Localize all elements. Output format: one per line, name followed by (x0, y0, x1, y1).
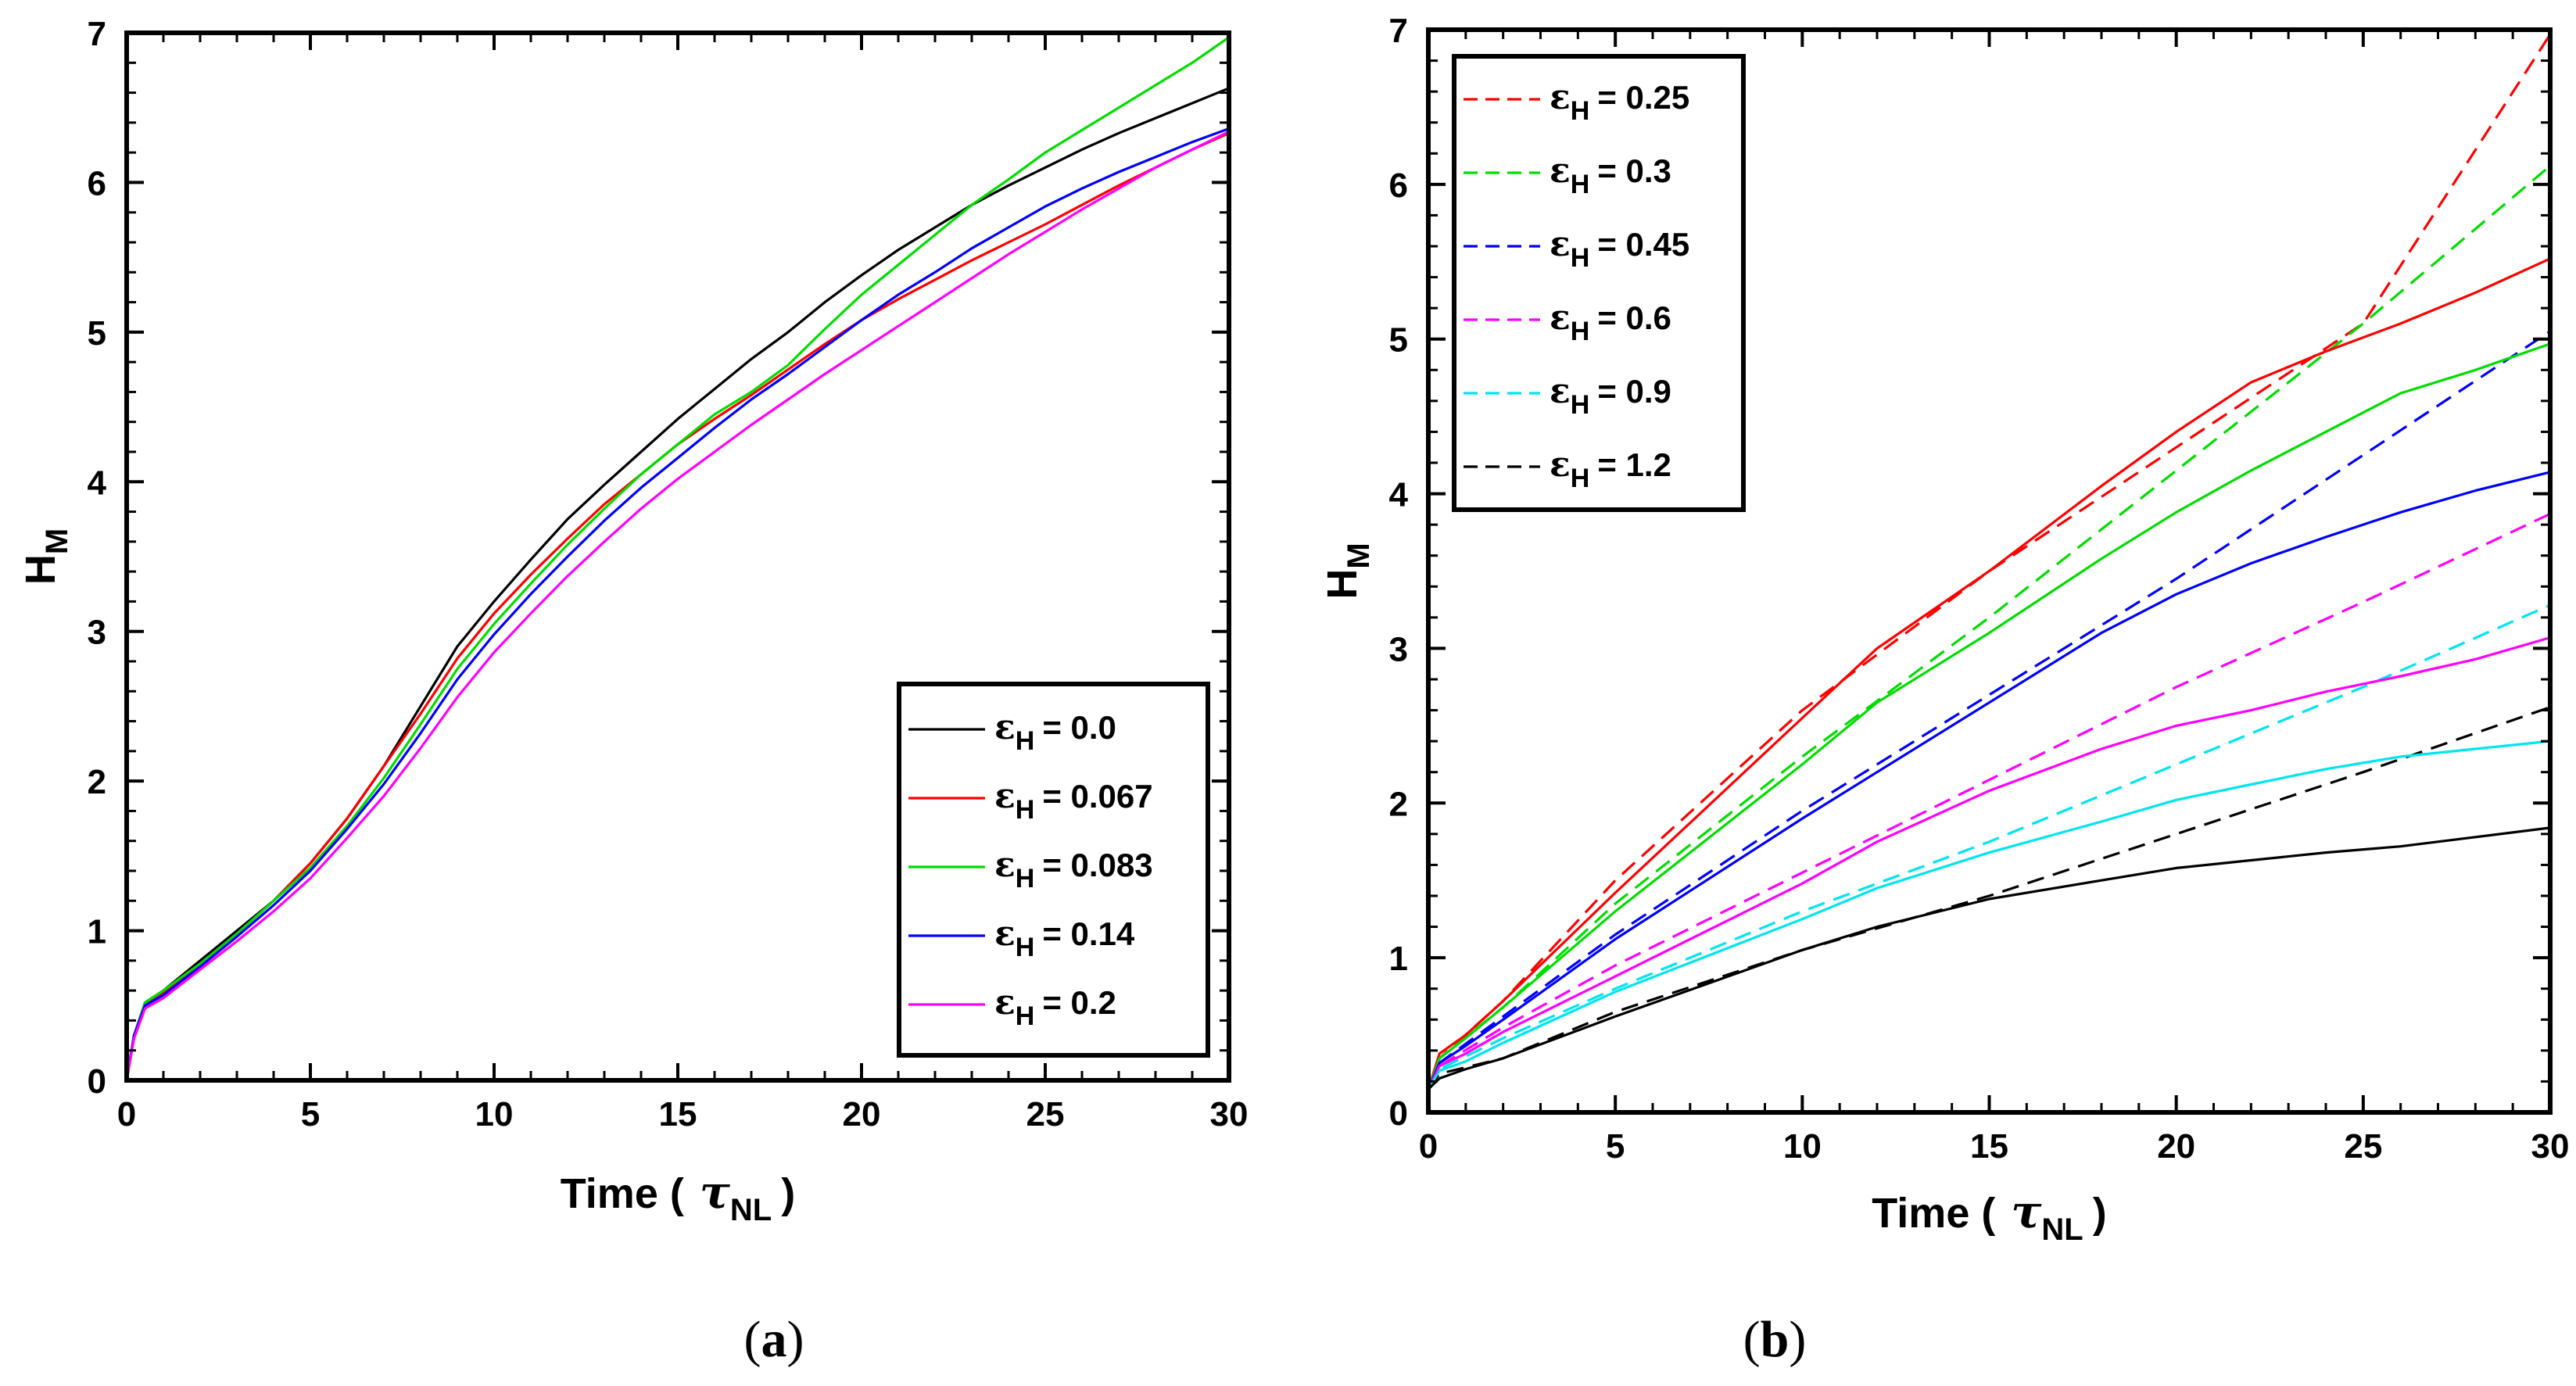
panel-b-y-tick-label: 1 (1389, 940, 1408, 978)
panel-a-y-axis-label: HM (17, 528, 74, 585)
panel-b-x-axis-label-text: Time ( (1872, 1190, 1995, 1237)
panel-b-legend-box (1452, 54, 1746, 512)
panel-b-x-tick-label: 10 (1783, 1127, 1822, 1166)
panel-a-legend-label: εH = 0.083 (994, 845, 1153, 894)
panel-a-x-axis-tau: τ (700, 1166, 731, 1219)
panel-b-y-tick-label: 5 (1389, 321, 1408, 360)
panel-b-y-tick-label: 4 (1389, 476, 1409, 514)
panel-b-series-line (1427, 740, 2551, 1091)
panel-b-lines (1427, 34, 2552, 1091)
panel-a-x-tick-label: 25 (1026, 1095, 1065, 1134)
panel-b-x-axis-tau: τ (2011, 1185, 2042, 1238)
panel-b: 0 5 10 15 20 25 30 0 1 2 3 4 5 6 7 HM Time ( τNL) εH = 0… (1319, 12, 2569, 1368)
panel-b-legend-label: εH = 0.45 (1550, 224, 1689, 273)
panel-b-x-axis-label: Time ( τNL) (1872, 1185, 2106, 1247)
panel-a-x-axis-sub: NL (730, 1193, 772, 1227)
panel-b-y-axis-label-main: H (1319, 569, 1366, 600)
panel-b-x-axis-close: ) (2093, 1190, 2107, 1237)
panel-a-x-tick-label: 20 (843, 1095, 881, 1134)
panel-a-lines (125, 36, 1230, 1081)
panel-b-y-tick-label: 6 (1389, 167, 1408, 205)
panel-a-x-axis-close: ) (781, 1170, 795, 1217)
panel-b-series-line (1427, 636, 2551, 1090)
panel-a-ticks: 0 5 10 15 20 25 30 0 1 2 3 4 5 6 7 (88, 15, 1249, 1134)
panel-b-legend: εH = 0.25 εH = 0.3 εH = 0.45 εH = 0.6 εH = 0.9 εH =… (1452, 54, 1746, 512)
panel-b-y-axis-label: HM (1319, 543, 1376, 599)
panel-a-series-line (125, 130, 1230, 1081)
panel-a-y-axis-label-main: H (17, 554, 64, 585)
panel-b-series-line (1427, 512, 2551, 1090)
panel-b-legend-label: εH = 0.3 (1550, 151, 1671, 199)
panel-b-legend-label: εH = 0.25 (1550, 77, 1689, 126)
panel-b-x-tick-label: 0 (1419, 1127, 1438, 1166)
panel-b-x-tick-label: 15 (1970, 1127, 2008, 1166)
panel-a-y-tick-label: 0 (88, 1062, 106, 1101)
panel-b-x-axis-sub: NL (2041, 1212, 2083, 1247)
panel-a-y-axis-label-sub: M (40, 528, 74, 554)
panel-b-series-line (1427, 342, 2551, 1090)
panel-a-caption: (a) (744, 1311, 804, 1368)
panel-a-caption-letter: a (761, 1311, 787, 1368)
panel-a-series-line (125, 87, 1230, 1081)
panel-b-series-line (1427, 471, 2551, 1090)
panel-a-y-tick-label: 6 (88, 164, 106, 202)
panel-b-x-tick-label: 25 (2344, 1127, 2382, 1166)
panel-b-y-tick-label: 0 (1389, 1094, 1408, 1133)
panel-a-legend-label: εH = 0.067 (994, 776, 1153, 825)
panel-b-caption: (b) (1743, 1311, 1807, 1368)
panel-a-x-tick-label: 10 (475, 1095, 514, 1134)
panel-b-y-tick-label: 3 (1389, 630, 1408, 668)
panel-b-legend-label: εH = 1.2 (1550, 445, 1671, 493)
panel-b-legend-label: εH = 0.9 (1550, 371, 1671, 420)
panel-a-series-line (125, 127, 1230, 1081)
panel-a-x-tick-label: 5 (301, 1095, 320, 1134)
panel-a-series-line (125, 36, 1230, 1081)
panel-a-x-tick-label: 0 (117, 1095, 136, 1134)
panel-a-legend: εH = 0.0 εH = 0.067 εH = 0.083 εH = 0.14 εH = 0.2 (897, 682, 1210, 1058)
panel-b-y-axis-label-sub: M (1342, 543, 1376, 568)
panel-b-legend-label: εH = 0.6 (1550, 298, 1671, 346)
panel-a-legend-box (897, 682, 1210, 1058)
panel-a-x-axis-label-text: Time ( (561, 1170, 684, 1217)
panel-b-ticks: 0 5 10 15 20 25 30 0 1 2 3 4 5 6 7 (1389, 12, 2570, 1166)
panel-a-x-axis-label: Time ( τNL) (561, 1166, 795, 1227)
panel-b-series-line (1427, 330, 2551, 1090)
panel-a-x-tick-label: 30 (1210, 1095, 1249, 1134)
panel-a-y-tick-label: 1 (88, 913, 106, 951)
panel-b-x-tick-label: 5 (1606, 1127, 1625, 1166)
panel-a-legend-label: εH = 0.0 (994, 707, 1116, 756)
panel-b-series-line (1427, 257, 2551, 1090)
panel-a-y-tick-label: 3 (88, 614, 106, 652)
panel-b-x-tick-label: 20 (2157, 1127, 2195, 1166)
panel-a: 0 5 10 15 20 25 30 0 1 2 3 4 5 6 7 HM Time ( τNL) εH = 0… (17, 15, 1248, 1368)
panel-a-y-tick-label: 4 (88, 464, 107, 502)
panel-b-y-tick-label: 7 (1389, 12, 1408, 50)
panel-a-x-tick-label: 15 (659, 1095, 697, 1134)
panel-b-y-tick-label: 2 (1389, 785, 1408, 823)
panel-b-caption-letter: b (1761, 1311, 1790, 1368)
panel-a-y-tick-label: 7 (88, 15, 106, 53)
panel-a-y-tick-label: 5 (88, 314, 106, 353)
panel-a-legend-label: εH = 0.2 (994, 983, 1116, 1031)
panel-b-series-line (1427, 826, 2551, 1091)
panel-a-legend-label: εH = 0.14 (994, 914, 1135, 962)
panel-b-x-tick-label: 30 (2531, 1127, 2570, 1166)
panel-a-y-tick-label: 2 (88, 763, 106, 801)
